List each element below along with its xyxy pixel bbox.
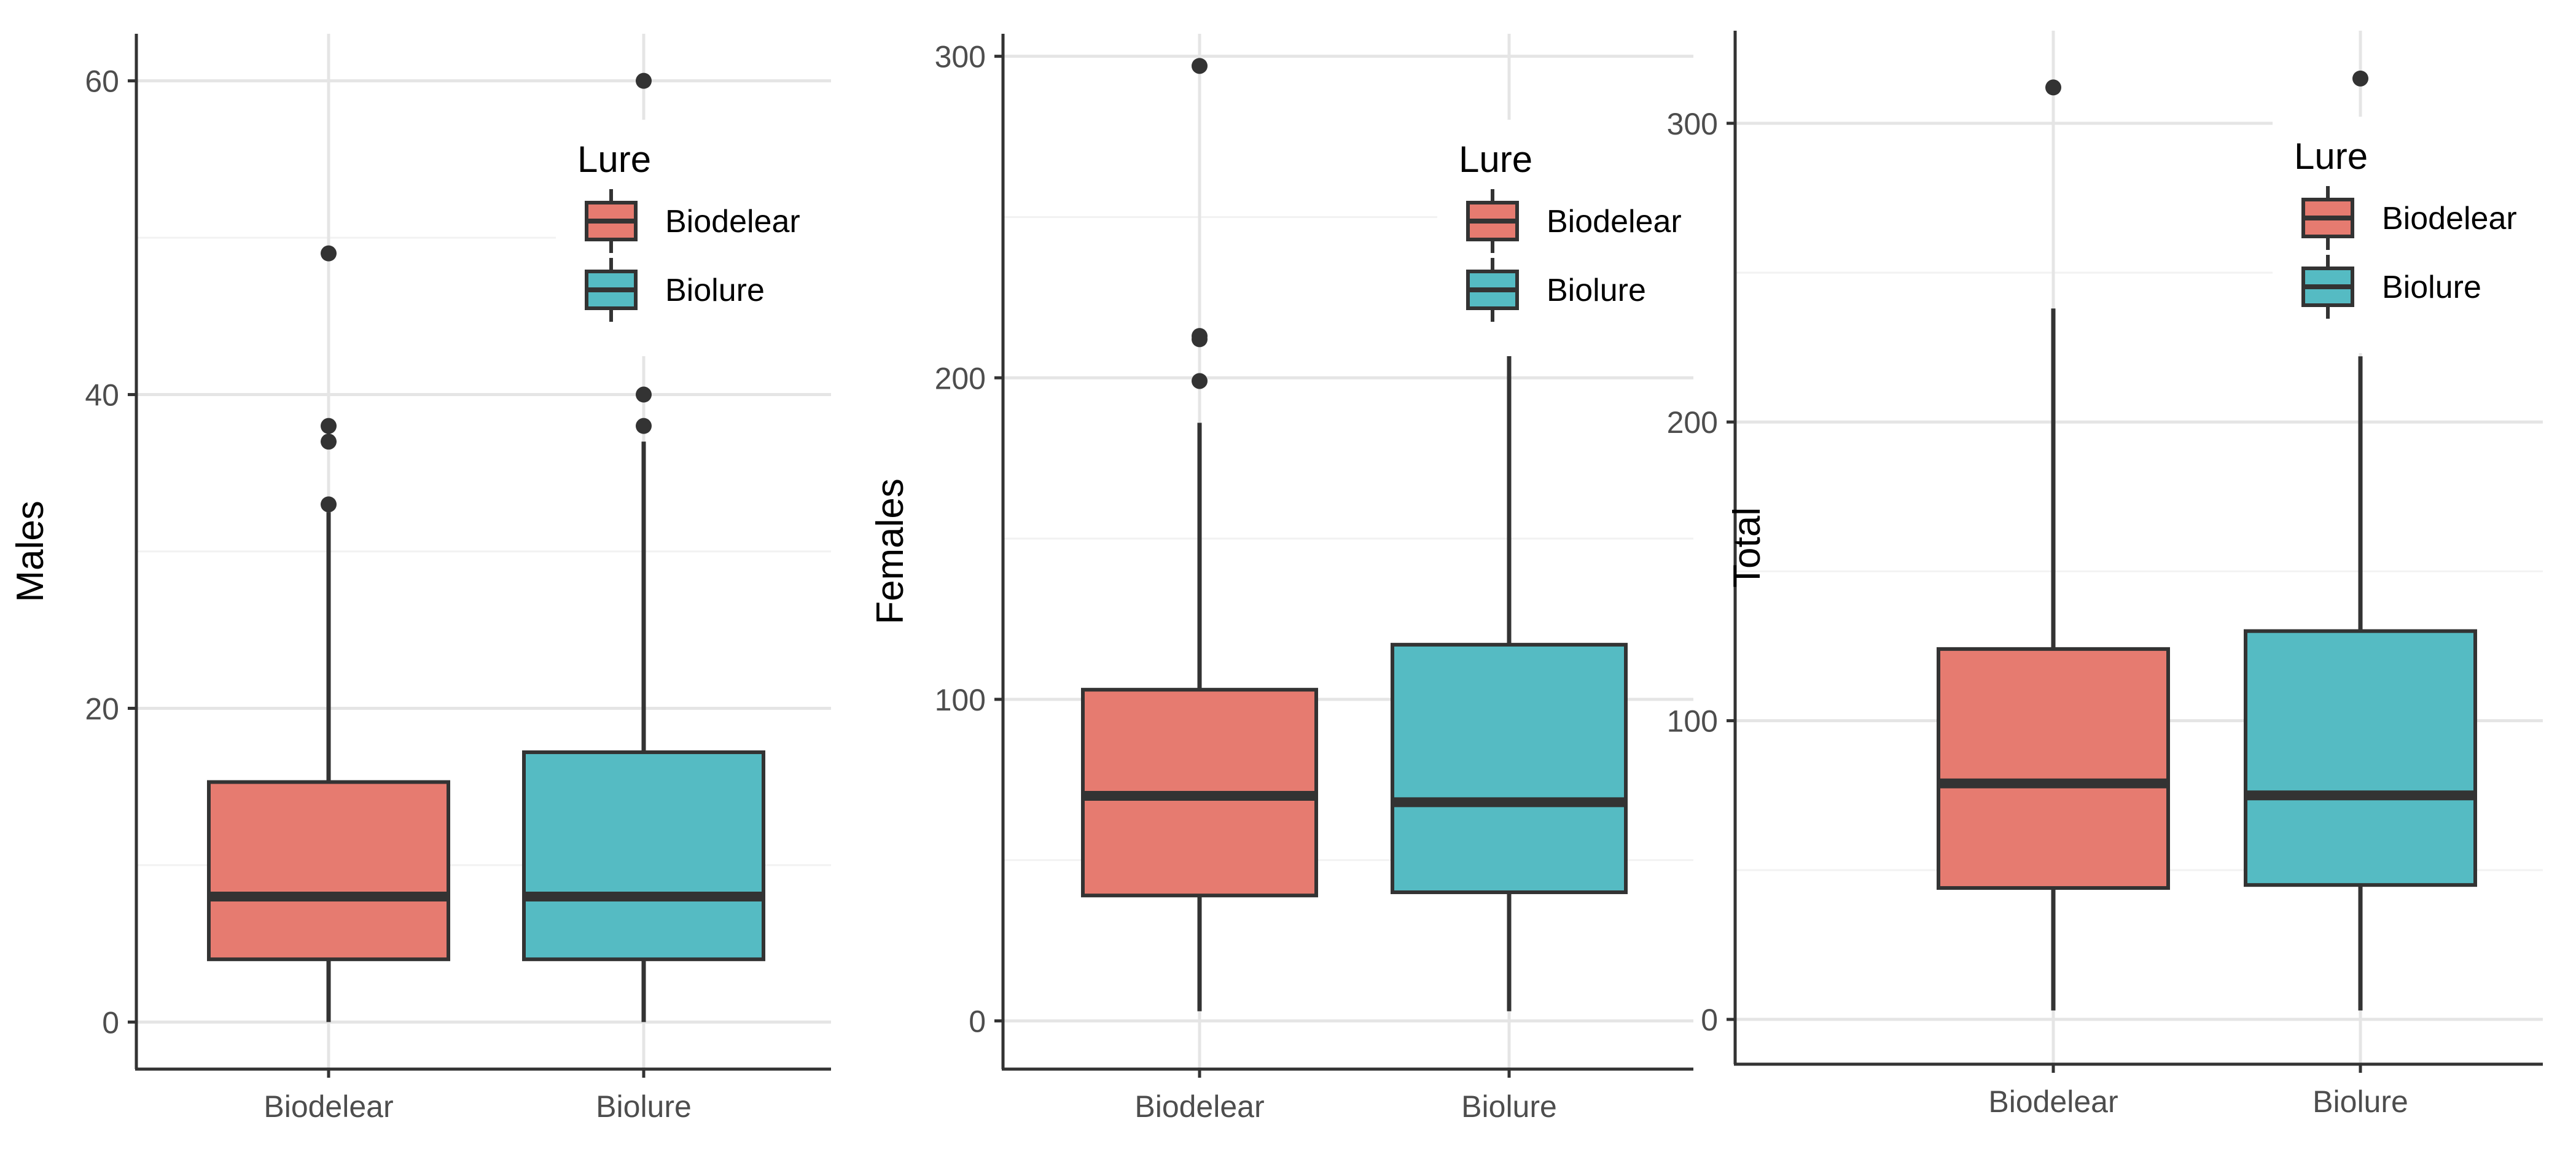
x-tick-label: Biodelear — [1134, 1089, 1264, 1124]
outlier-point — [1192, 373, 1208, 389]
box-biodelear — [1081, 58, 1318, 1011]
y-axis-title: Females — [869, 478, 911, 625]
legend-label: Biodelear — [665, 204, 800, 239]
box-iqr — [1937, 647, 2170, 890]
legend: Lure Biodelear Biolure — [556, 120, 843, 356]
outlier-point — [636, 72, 652, 89]
y-tick-label: 60 — [85, 64, 119, 99]
x-tick-label: Biolure — [1461, 1089, 1557, 1124]
x-tick-label: Biodelear — [263, 1089, 393, 1124]
y-tick-label: 300 — [1667, 107, 1718, 141]
y-tick-label: 100 — [1667, 704, 1718, 739]
box-iqr — [522, 750, 765, 962]
legend: Lure Biodelear Biolure — [1437, 120, 1706, 356]
legend: Lure Biodelear Biolure — [2273, 117, 2555, 353]
box-biodelear — [1937, 79, 2170, 1011]
x-tick-label: Biolure — [596, 1089, 692, 1124]
box-iqr — [207, 780, 450, 962]
legend-key-biodelear — [585, 189, 638, 253]
outlier-point — [1192, 58, 1208, 74]
outlier-point — [321, 418, 337, 434]
legend-label: Biodelear — [1547, 204, 1682, 239]
x-tick-label: Biodelear — [1988, 1084, 2118, 1119]
y-tick-label: 200 — [935, 361, 986, 395]
box-iqr — [1391, 642, 1628, 895]
outlier-point — [1192, 328, 1208, 344]
y-tick-label: 0 — [1701, 1003, 1718, 1037]
chart-panel-males: Lure Biodelear Biolure 0 20 40 60 Biodelear Biol… — [9, 34, 843, 1124]
y-tick-label: 40 — [85, 378, 119, 413]
y-tick-label: 100 — [935, 683, 986, 717]
outlier-point — [321, 434, 337, 450]
box-biolure — [2244, 70, 2477, 1011]
y-tick-label: 0 — [102, 1005, 119, 1040]
legend-label: Biolure — [2382, 270, 2481, 305]
y-tick-label: 20 — [85, 691, 119, 726]
legend-label: Biolure — [665, 273, 765, 308]
box-biolure — [1391, 345, 1628, 1011]
chart-panel-females: Lure Biodelear Biolure 0 100 200 300 Biodelear B… — [869, 34, 1706, 1124]
x-tick-label: Biolure — [2313, 1084, 2408, 1119]
legend-key-biolure — [1466, 258, 1519, 322]
legend-key-biodelear — [1466, 189, 1519, 253]
y-axis-title: Total — [1726, 507, 1768, 588]
legend-key-biolure — [2301, 255, 2354, 319]
chart-panel-total: Lure Biodelear Biolure 0 100 200 300 Biodelear B… — [1667, 31, 2555, 1119]
outlier-point — [2045, 79, 2061, 96]
box-iqr — [2244, 629, 2477, 887]
outlier-point — [321, 245, 337, 262]
y-tick-label: 200 — [1667, 405, 1718, 440]
legend-key-biolure — [585, 258, 638, 322]
legend-title: Lure — [1459, 139, 1532, 180]
y-axis-title: Males — [9, 500, 52, 602]
legend-label: Biolure — [1547, 273, 1646, 308]
box-biodelear — [207, 245, 450, 1022]
legend-title: Lure — [2294, 136, 2368, 177]
legend-title: Lure — [577, 139, 651, 180]
y-tick-label: 0 — [969, 1004, 986, 1038]
legend-label: Biodelear — [2382, 201, 2517, 236]
outlier-point — [2352, 70, 2368, 87]
outlier-point — [321, 496, 337, 513]
legend-key-biodelear — [2301, 186, 2354, 250]
box-biolure — [522, 72, 765, 1022]
outlier-point — [636, 386, 652, 403]
y-tick-label: 300 — [935, 40, 986, 74]
outlier-point — [636, 418, 652, 434]
